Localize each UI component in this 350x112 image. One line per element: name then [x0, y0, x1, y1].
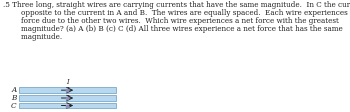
Text: opposite to the current in A and B.  The wires are equally spaced.  Each wire ex: opposite to the current in A and B. The …: [3, 9, 350, 17]
Text: I: I: [66, 86, 69, 94]
Text: magnitude.: magnitude.: [3, 33, 62, 41]
Text: C: C: [11, 101, 16, 110]
Text: .5 Three long, straight wires are carrying currents that have the same magnitude: .5 Three long, straight wires are carryi…: [3, 1, 350, 9]
Text: force due to the other two wires.  Which wire experiences a net force with the g: force due to the other two wires. Which …: [3, 17, 339, 25]
Bar: [19, 87, 116, 93]
Bar: [19, 95, 116, 101]
Text: I: I: [66, 78, 69, 86]
Bar: [19, 103, 116, 108]
Text: B: B: [11, 94, 16, 102]
Text: I: I: [66, 94, 69, 102]
Text: A: A: [11, 86, 16, 94]
Text: magnitude? (a) A (b) B (c) C (d) All three wires experience a net force that has: magnitude? (a) A (b) B (c) C (d) All thr…: [3, 25, 343, 33]
